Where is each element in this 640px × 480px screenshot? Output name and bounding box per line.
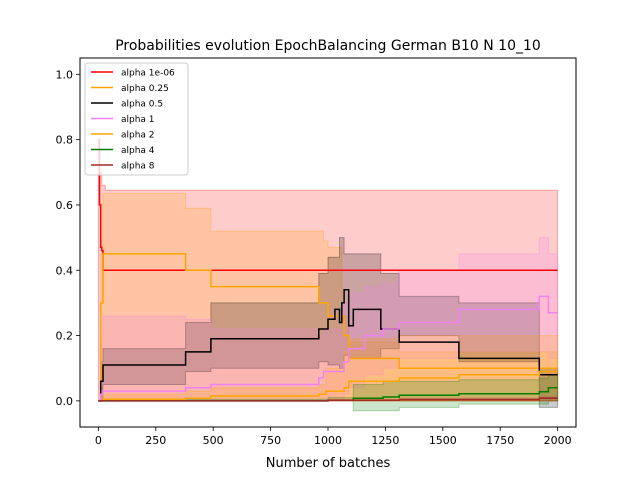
x-tick-label: 0 bbox=[95, 434, 102, 447]
legend-label-alpha-2: alpha 2 bbox=[121, 131, 155, 141]
series-line-alpha-8 bbox=[98, 397, 558, 402]
x-tick-label: 2000 bbox=[544, 434, 572, 447]
x-tick-label: 1250 bbox=[371, 434, 399, 447]
x-tick-label: 250 bbox=[145, 434, 166, 447]
x-tick-label: 1000 bbox=[314, 434, 342, 447]
legend-label-alpha-1e-06: alpha 1e-06 bbox=[121, 69, 175, 79]
y-tick-label: 0.0 bbox=[56, 395, 74, 408]
y-tick-label: 1.0 bbox=[56, 68, 74, 81]
x-tick-label: 750 bbox=[260, 434, 281, 447]
x-tick-label: 1750 bbox=[486, 434, 514, 447]
y-tick-label: 0.6 bbox=[56, 199, 74, 212]
chart-title: Probabilities evolution EpochBalancing G… bbox=[115, 38, 541, 54]
x-tick-label: 500 bbox=[203, 434, 224, 447]
legend-label-alpha-1: alpha 1 bbox=[121, 115, 155, 125]
y-tick-label: 0.4 bbox=[56, 264, 74, 277]
legend-label-alpha-0-5: alpha 0.5 bbox=[121, 100, 163, 110]
series-line-alpha-1 bbox=[98, 295, 558, 402]
legend-box bbox=[84, 62, 189, 176]
series-line-alpha-2 bbox=[98, 370, 558, 402]
x-axis: 0 250 500 750 1000 1250 1500 1750 2000 bbox=[95, 427, 572, 447]
legend-label-alpha-0-25: alpha 0.25 bbox=[121, 84, 169, 94]
x-tick-label: 1500 bbox=[429, 434, 457, 447]
y-tick-label: 0.2 bbox=[56, 330, 74, 343]
series-line-alpha-1e-06 bbox=[98, 138, 558, 272]
y-axis: 0.0 0.2 0.4 0.6 0.8 1.0 bbox=[56, 68, 80, 408]
band-alpha-1 bbox=[98, 237, 559, 402]
series-line-alpha-0-5 bbox=[98, 289, 558, 402]
legend-label-alpha-4: alpha 4 bbox=[121, 146, 155, 156]
legend: alpha 1e-06 alpha 0.25 alpha 0.5 alpha 1 alp… bbox=[84, 62, 189, 176]
x-axis-label: Number of batches bbox=[266, 456, 391, 471]
series-lines bbox=[98, 138, 558, 402]
y-tick-label: 0.8 bbox=[56, 134, 74, 147]
legend-label-alpha-8: alpha 8 bbox=[121, 162, 155, 172]
